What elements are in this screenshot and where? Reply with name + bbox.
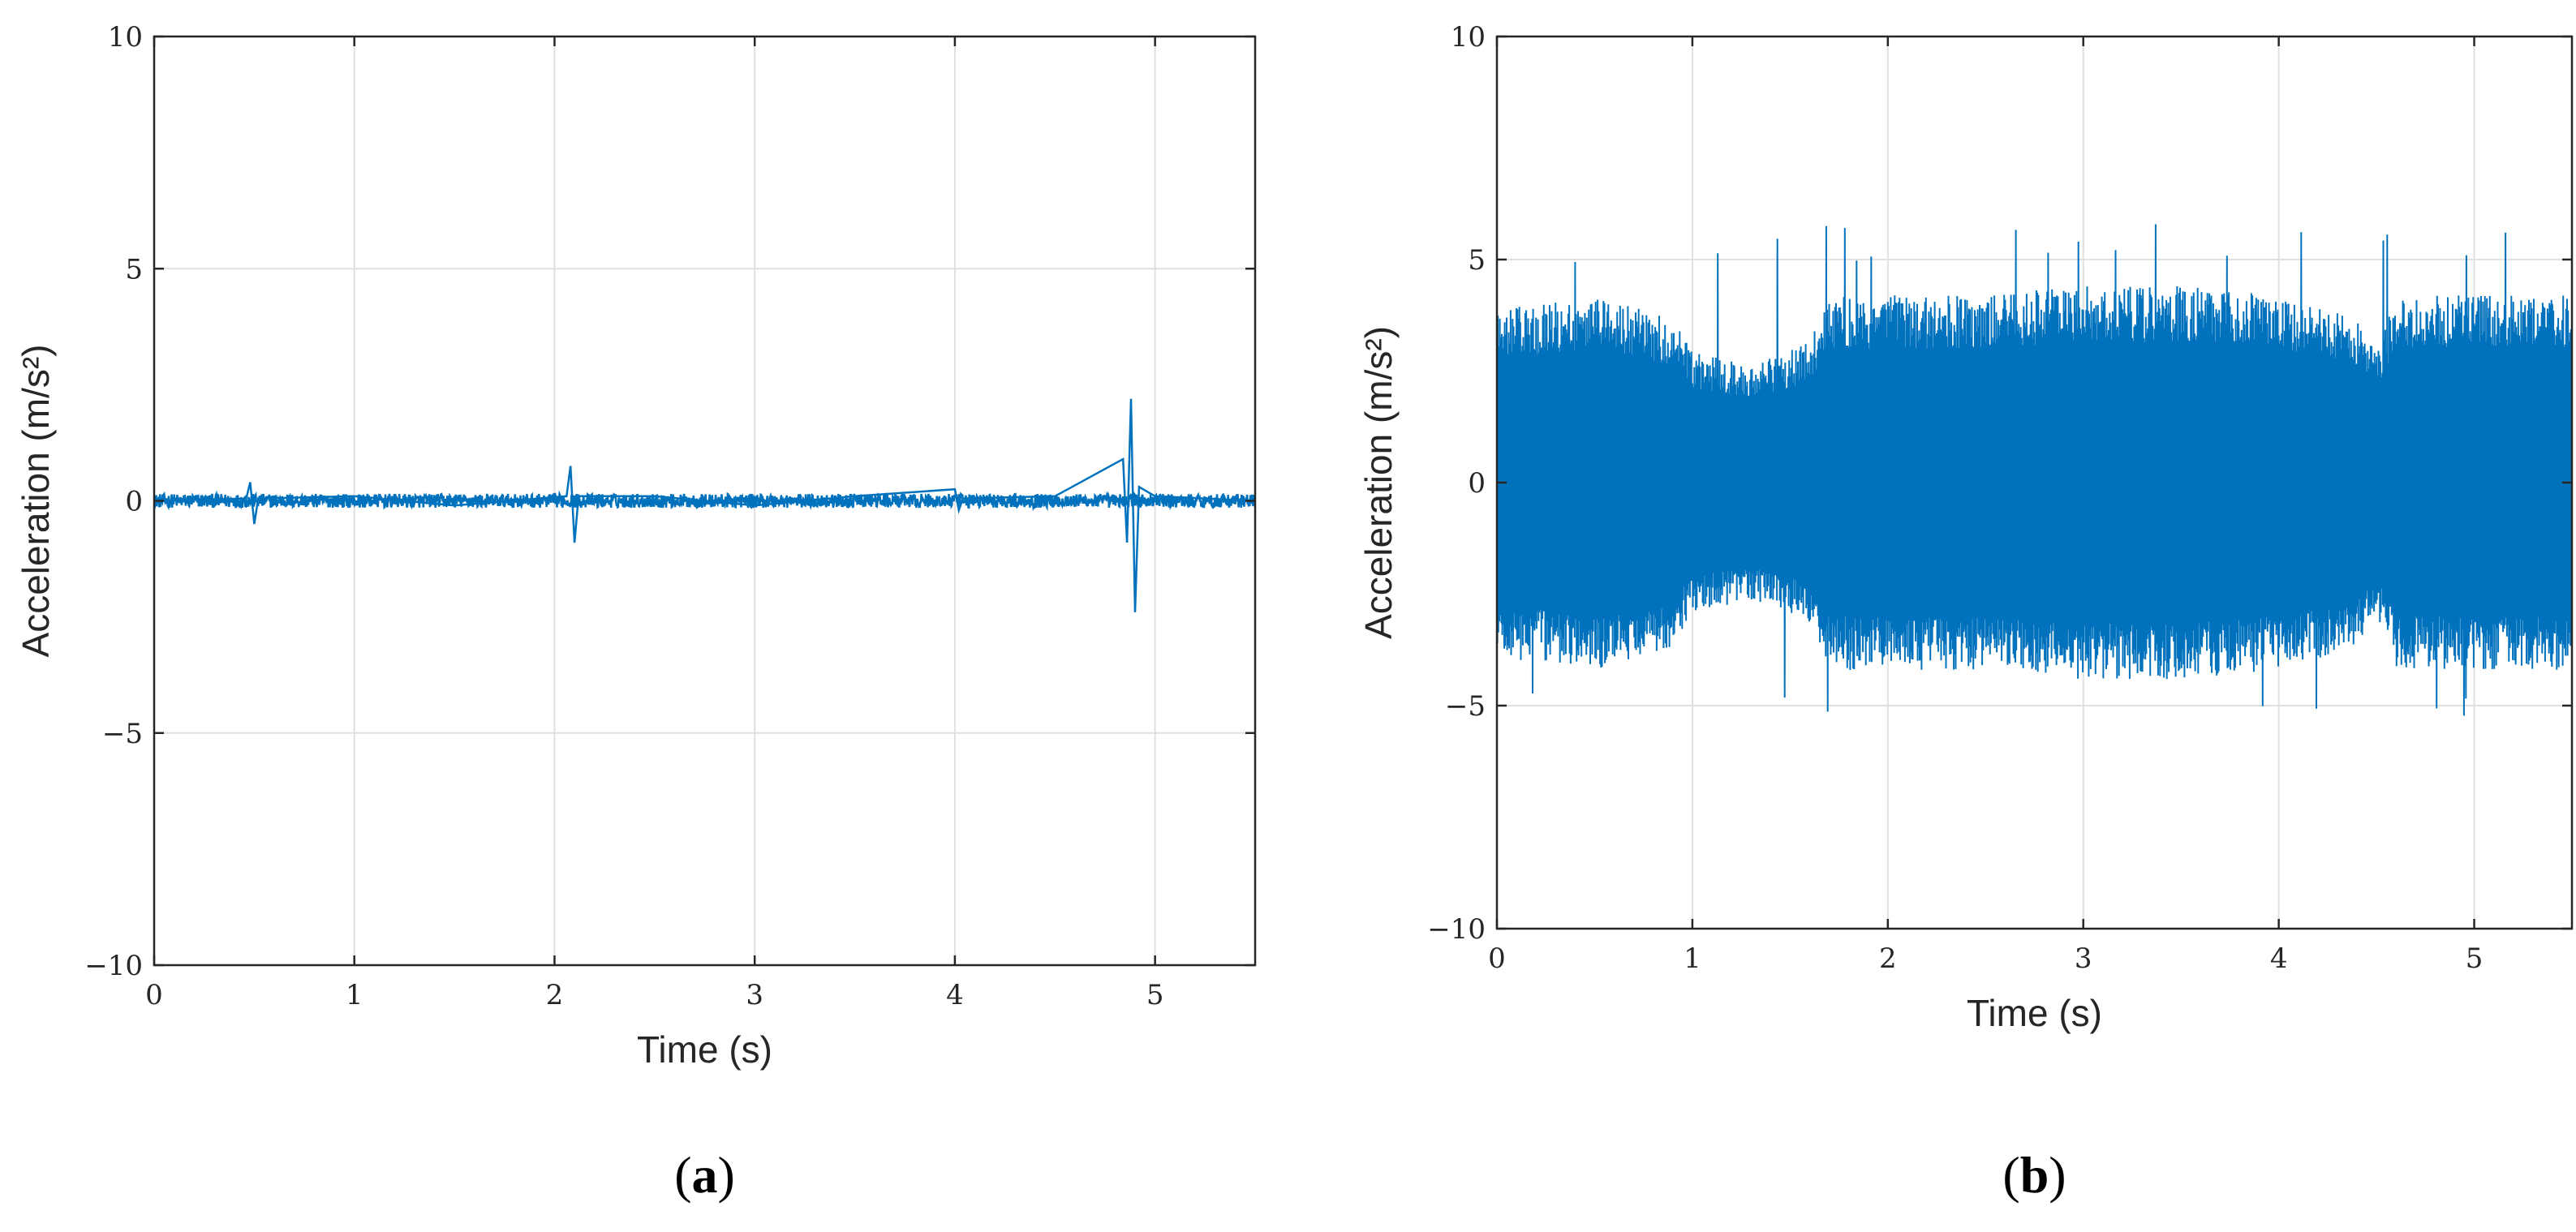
signal-line-a bbox=[153, 398, 1256, 612]
ticks-b: 0 1 2 3 4 5 −10 −5 0 5 10 bbox=[1427, 21, 2572, 975]
x-tick-label: 1 bbox=[346, 979, 363, 1011]
y-axis-label-a: Acceleration (m/s²) bbox=[15, 345, 57, 658]
x-tick-label: 4 bbox=[2270, 942, 2288, 975]
caption-b: (b) bbox=[2002, 1146, 2066, 1204]
x-tick-label: 3 bbox=[2075, 942, 2092, 975]
x-tick-label: 2 bbox=[546, 979, 564, 1011]
x-tick-label: 2 bbox=[1879, 942, 1897, 975]
chart-panel-a: 0 1 2 3 4 5 −10 −5 0 5 10 Time (s) Acceleration (m… bbox=[15, 21, 1257, 1204]
plot-area-b bbox=[1496, 224, 2573, 716]
y-tick-label: −10 bbox=[84, 950, 143, 982]
y-tick-label: −10 bbox=[1427, 913, 1486, 946]
y-tick-label: 0 bbox=[1468, 467, 1486, 500]
signal-baseline-a bbox=[153, 490, 1257, 512]
y-tick-label: 10 bbox=[108, 21, 143, 54]
y-tick-label: 5 bbox=[125, 253, 143, 285]
y-tick-label: 10 bbox=[1451, 21, 1486, 54]
x-axis-label-a: Time (s) bbox=[637, 1028, 772, 1071]
ticks-a: 0 1 2 3 4 5 −10 −5 0 5 10 bbox=[84, 21, 1255, 1011]
plot-area-a bbox=[153, 398, 1257, 612]
y-axis-label-b: Acceleration (m/s²) bbox=[1357, 326, 1400, 639]
y-tick-label: 5 bbox=[1468, 244, 1486, 277]
x-tick-label: 5 bbox=[1146, 979, 1164, 1011]
y-tick-label: −5 bbox=[1445, 690, 1486, 723]
x-tick-label: 4 bbox=[946, 979, 964, 1011]
x-tick-label: 0 bbox=[145, 979, 163, 1011]
chart-panel-b: 0 1 2 3 4 5 −10 −5 0 5 10 Time (s) Acceleration (m… bbox=[1357, 21, 2574, 1204]
x-tick-label: 3 bbox=[746, 979, 763, 1011]
x-tick-label: 5 bbox=[2466, 942, 2484, 975]
signal-line-b bbox=[1496, 224, 2573, 716]
caption-a: (a) bbox=[674, 1146, 735, 1204]
x-axis-label-b: Time (s) bbox=[1967, 992, 2102, 1034]
y-tick-label: −5 bbox=[102, 718, 143, 750]
x-tick-label: 0 bbox=[1488, 942, 1506, 975]
x-tick-label: 1 bbox=[1684, 942, 1701, 975]
y-tick-label: 0 bbox=[125, 486, 143, 518]
